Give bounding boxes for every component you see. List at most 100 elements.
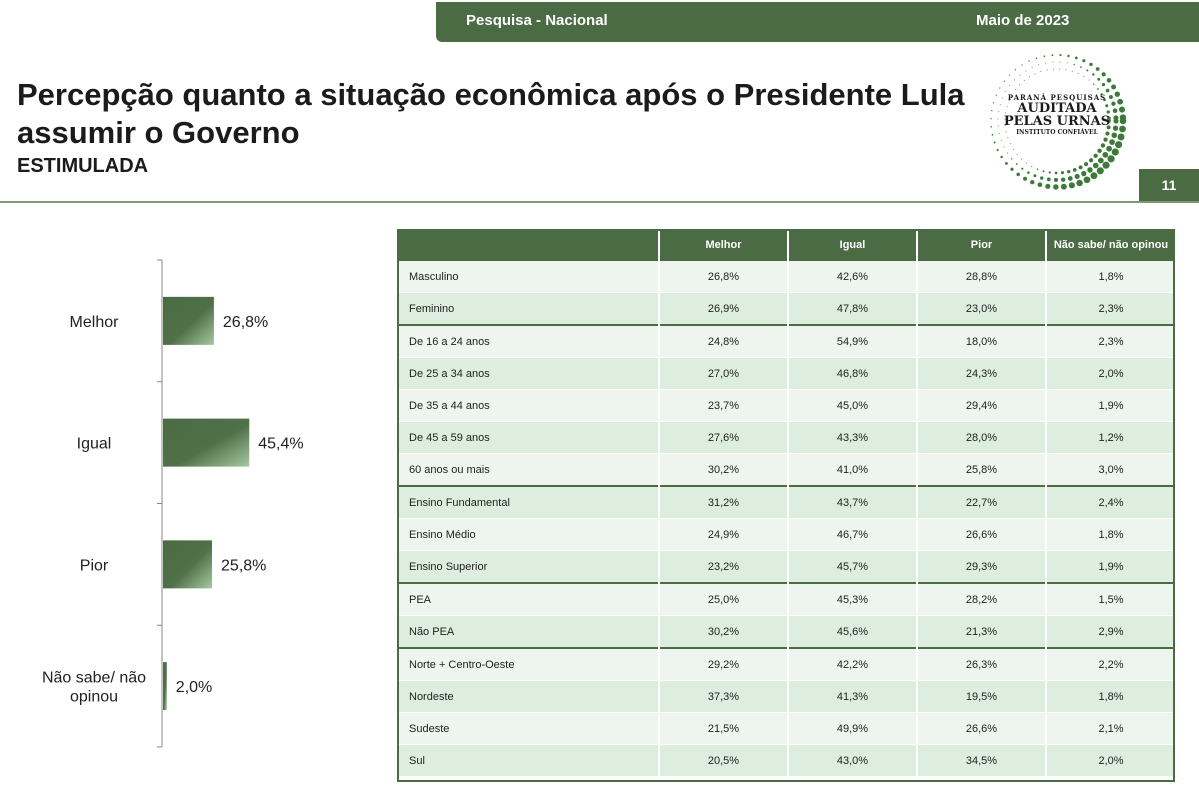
table-row: De 25 a 34 anos 27,0% 46,8% 24,3% 2,0% [397, 357, 1175, 390]
logo-dot [1083, 75, 1085, 77]
data-table: Melhor Igual Pior Não sabe/ não opinou Masc… [397, 229, 1175, 777]
table-row-label: De 35 a 44 anos [397, 389, 659, 422]
table-header-blank [397, 229, 659, 261]
chart-data-label: 2,0% [176, 679, 212, 696]
logo-dot [1060, 183, 1067, 190]
logo-dot [1007, 137, 1009, 139]
date-label: Maio de 2023 [976, 12, 1070, 29]
table-header-cell: Igual [787, 229, 917, 261]
logo-dot [1074, 56, 1078, 60]
table-cell: 42,6% [787, 261, 917, 293]
table-cell: 43,3% [787, 421, 917, 454]
logo-dot-ring-icon [990, 54, 1127, 190]
logo-dot [1087, 167, 1093, 173]
logo-dot [1014, 79, 1016, 81]
table-cell: 30,2% [658, 453, 788, 487]
logo-dot [1015, 163, 1018, 166]
table-row: Não PEA 30,2% 45,6% 21,3% 2,9% [397, 615, 1175, 649]
logo-dot [1092, 162, 1099, 169]
header-divider [0, 201, 1199, 203]
table-cell: 20,5% [658, 744, 788, 777]
logo-dot [1086, 69, 1089, 72]
logo-dot [1105, 131, 1110, 136]
logo-dot [1097, 148, 1102, 154]
table-cell: 28,8% [916, 261, 1046, 293]
table-row-label: Ensino Fundamental [397, 485, 659, 519]
table-row-label: Sudeste [397, 712, 659, 745]
table-cell: 1,9% [1045, 550, 1175, 584]
table-cell: 29,4% [916, 389, 1046, 422]
table-cell: 26,6% [916, 518, 1046, 551]
table-cell: 24,9% [658, 518, 788, 551]
logo-dot [1059, 61, 1061, 63]
logo-dot [1036, 168, 1039, 170]
logo-dot [1113, 115, 1119, 121]
survey-label: Pesquisa - Nacional [466, 12, 608, 29]
table-cell: 34,5% [916, 744, 1046, 777]
logo-dot [1083, 176, 1091, 184]
table-cell: 22,7% [916, 485, 1046, 519]
logo-dot [1016, 153, 1018, 155]
logo-dot [1093, 83, 1095, 85]
logo-dot [1059, 68, 1061, 70]
chart-bar [163, 540, 213, 589]
logo-dot [1067, 169, 1071, 174]
table-row-label: De 16 a 24 anos [397, 324, 659, 358]
logo-dot [1034, 73, 1036, 75]
table-cell: 24,3% [916, 357, 1046, 390]
logo-dot [1012, 148, 1014, 150]
table-cell: 2,0% [1045, 357, 1175, 390]
logo-dot [997, 118, 999, 120]
logo-dot [1016, 172, 1020, 177]
logo-dot [998, 111, 1000, 113]
chart-bar [163, 296, 214, 345]
table-cell: 41,3% [787, 680, 917, 713]
logo-dot [1011, 94, 1013, 96]
logo-dot [1100, 143, 1106, 148]
logo-dot [1025, 162, 1027, 164]
logo-dot [1021, 158, 1023, 160]
logo-dot [1000, 139, 1002, 141]
table-row: De 35 a 44 anos 23,7% 45,0% 29,4% 1,9% [397, 389, 1175, 422]
logo-dot [1106, 125, 1111, 130]
logo-dot [1067, 54, 1070, 58]
table-cell: 18,0% [916, 324, 1046, 358]
table-cell: 27,0% [658, 357, 788, 390]
logo-dot [1077, 72, 1079, 74]
table-row: Nordeste 37,3% 41,3% 19,5% 1,8% [397, 680, 1175, 713]
logo-dot [1010, 167, 1014, 171]
logo-dot [996, 148, 999, 152]
logo-dot [1021, 64, 1023, 66]
logo-dot [999, 87, 1001, 89]
logo-dot [1119, 114, 1127, 121]
logo-dot [1115, 141, 1123, 149]
logo-dot [1037, 182, 1043, 188]
table-cell: 31,2% [658, 485, 788, 519]
logo-line3: PELAS URNAS [1003, 114, 1111, 129]
table-row-label: De 45 a 59 anos [397, 421, 659, 454]
table-row: De 45 a 59 anos 27,6% 43,3% 28,0% 1,2% [397, 421, 1175, 454]
table-cell: 49,9% [787, 712, 917, 745]
logo-dot [1106, 78, 1112, 83]
table-cell: 2,3% [1045, 324, 1175, 358]
table-cell: 27,6% [658, 421, 788, 454]
table-cell: 41,0% [787, 453, 917, 487]
table-row-label: 60 anos ou mais [397, 453, 659, 487]
logo-dot [1119, 125, 1126, 133]
logo-dot [1031, 67, 1033, 69]
logo-dot [995, 94, 997, 96]
table-cell: 45,3% [787, 582, 917, 616]
logo-dot [991, 133, 994, 136]
logo-dot [1107, 155, 1115, 163]
logo-dot [1111, 148, 1119, 156]
logo-dot [1117, 133, 1125, 141]
logo-dot [1107, 116, 1111, 121]
logo-dot [990, 125, 993, 128]
table-cell: 26,9% [658, 292, 788, 326]
table-row-label: Norte + Centro-Oeste [397, 647, 659, 681]
chart-bar [163, 662, 167, 711]
logo-dot [1008, 74, 1011, 76]
table-cell: 37,3% [658, 680, 788, 713]
table-row-label: Sul [397, 744, 659, 777]
logo-dot [1078, 165, 1083, 170]
